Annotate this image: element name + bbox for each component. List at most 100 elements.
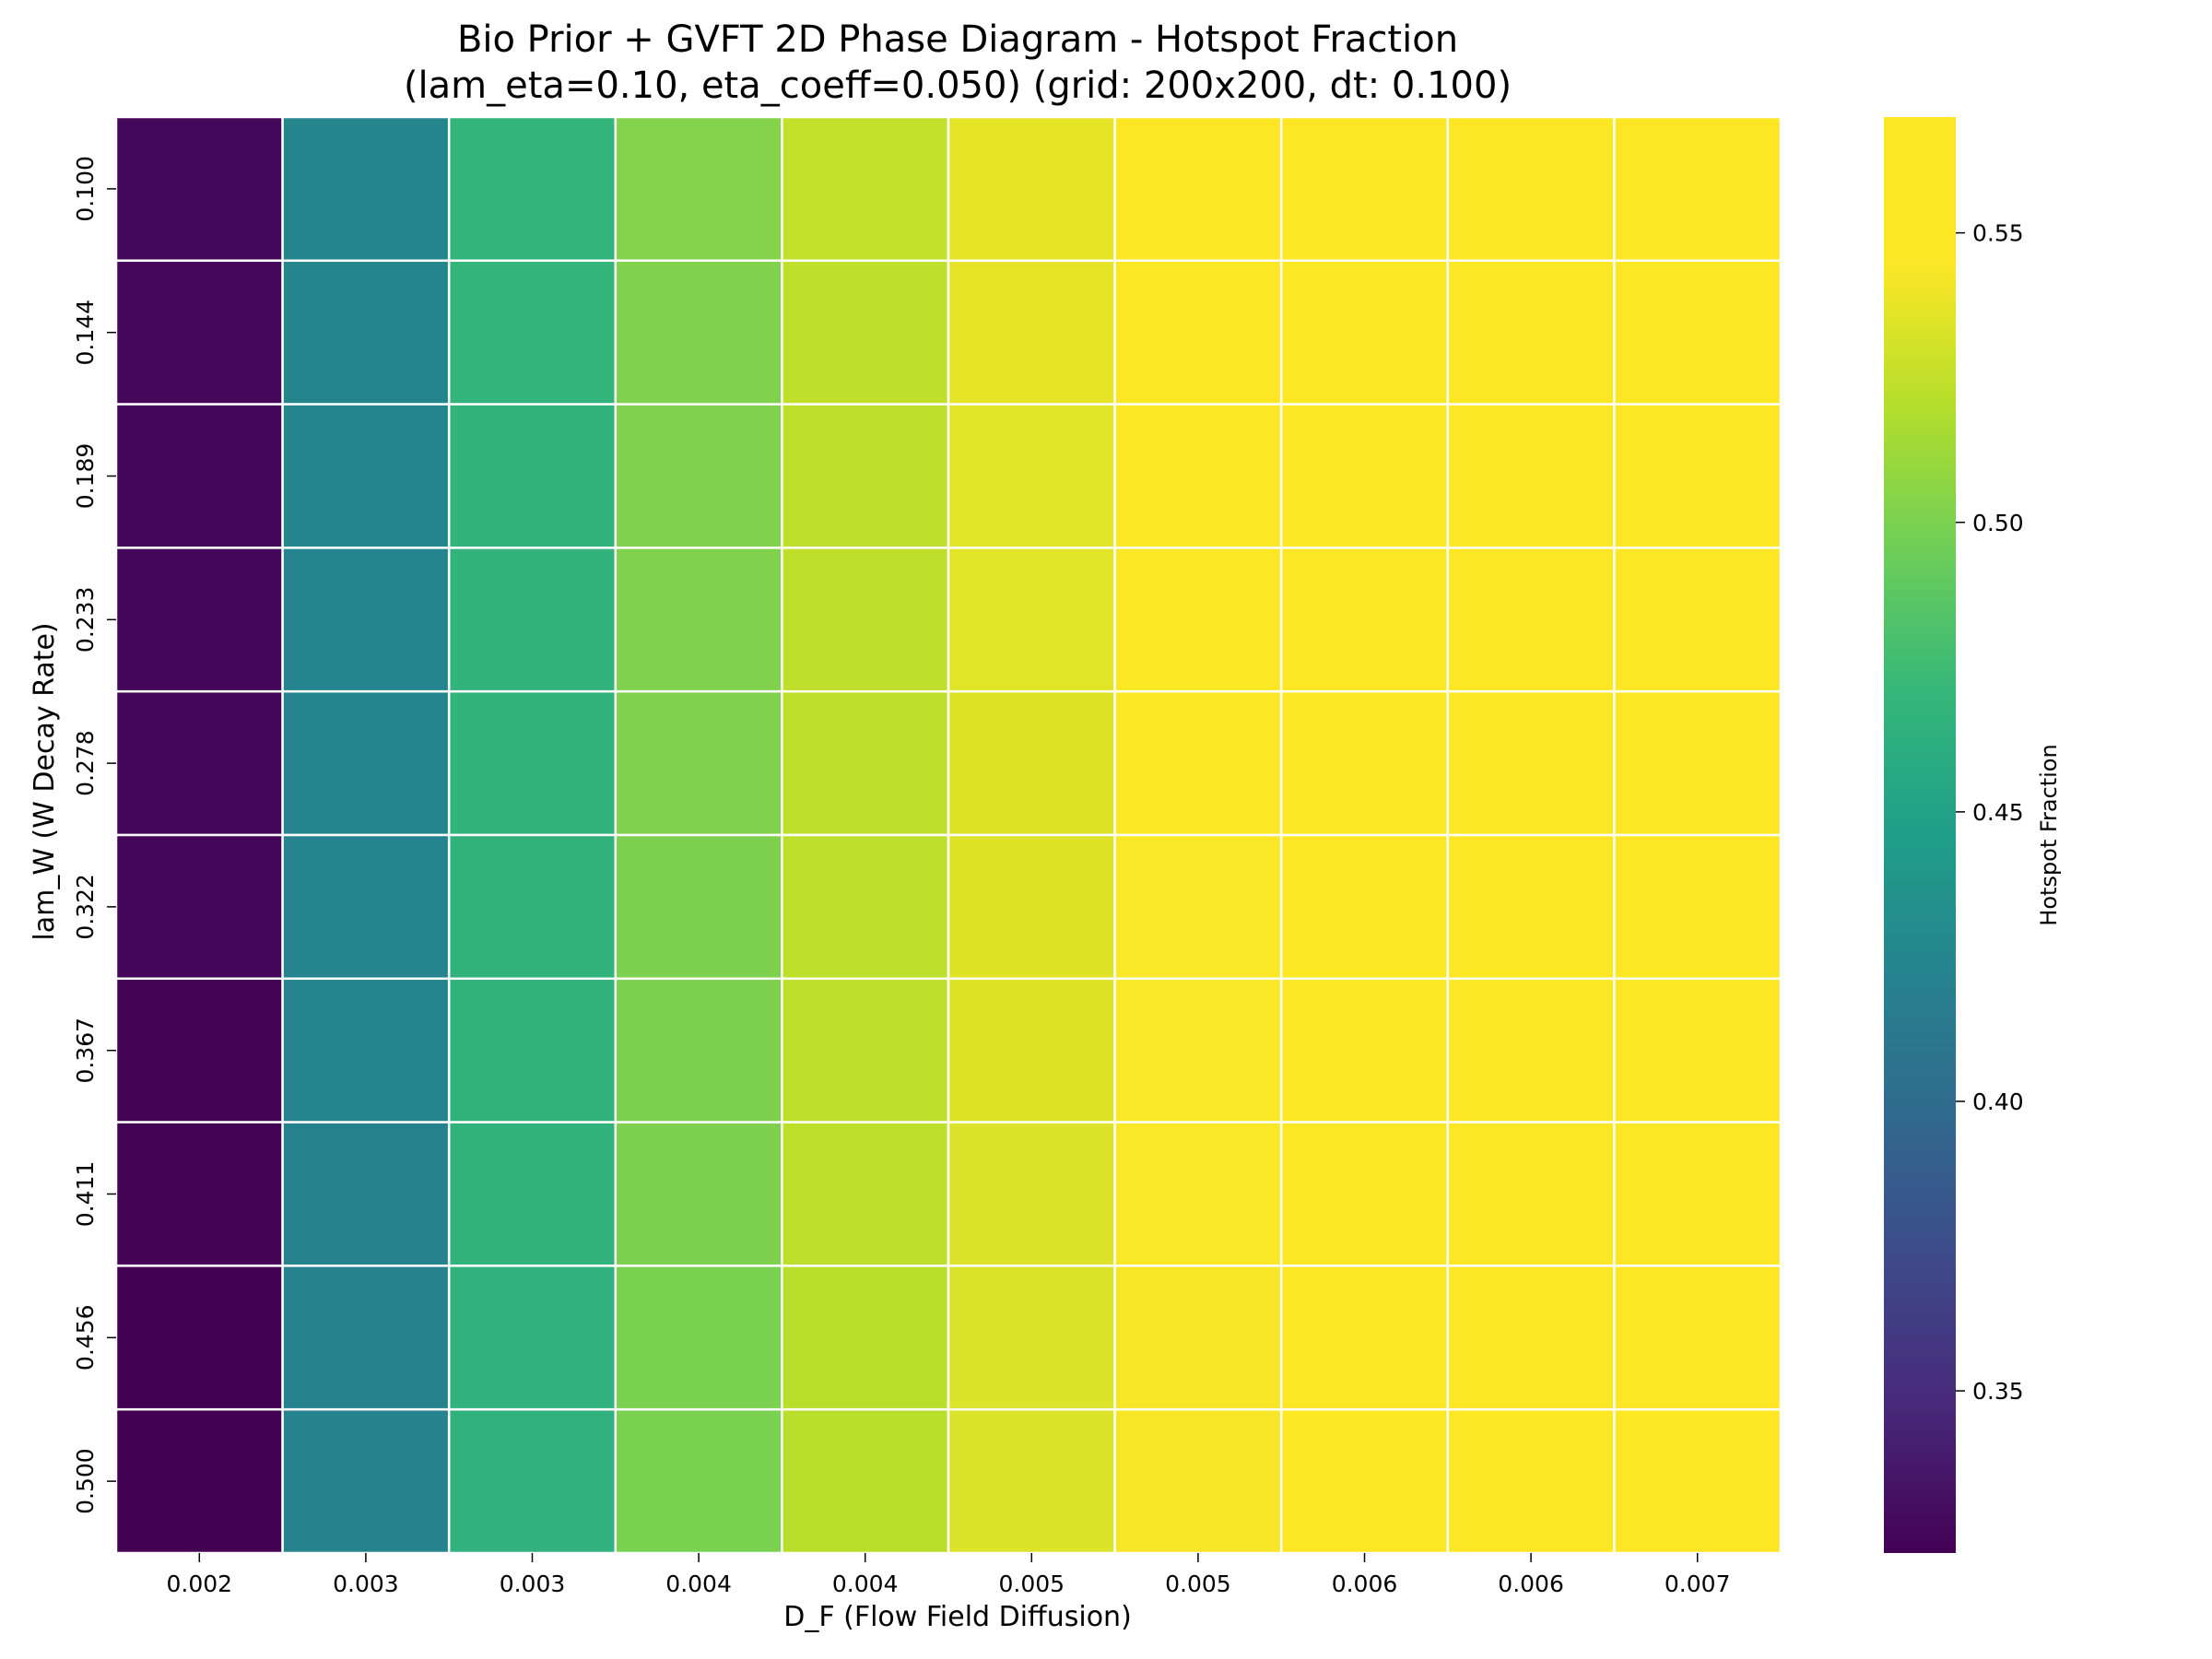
y-tick-label: 0.322: [72, 874, 99, 940]
heatmap-cell: [114, 259, 284, 406]
heatmap-cell: [781, 689, 950, 837]
heatmap-cell: [1113, 547, 1283, 693]
heatmap-cell: [1279, 1121, 1450, 1267]
heatmap-cell: [1446, 1121, 1616, 1267]
y-tick-label: 0.500: [72, 1448, 99, 1514]
heatmap-cell: [1279, 977, 1450, 1124]
x-tick-label: 0.004: [832, 1571, 899, 1597]
heatmap-cell: [614, 689, 783, 837]
heatmap-cell: [1279, 1407, 1450, 1555]
heatmap-cell: [1613, 1407, 1783, 1555]
y-axis-ticks: 0.100 0.144 0.189 0.233 0.278 0.322 0.367 0.411…: [72, 156, 116, 1514]
heatmap-cell: [614, 1407, 783, 1555]
heatmap-cell: [114, 115, 284, 263]
chart-title-line2: (lam_eta=0.10, eta_coeff=0.050) (grid: 2…: [404, 65, 1512, 107]
heatmap-cell: [114, 547, 284, 693]
x-tick-label: 0.006: [1332, 1571, 1398, 1597]
heatmap-cell: [947, 115, 1116, 263]
heatmap-cell: [447, 1265, 618, 1411]
heatmap-cell: [1113, 833, 1283, 981]
heatmap-cell: [1446, 977, 1616, 1124]
heatmap-cell: [114, 977, 284, 1124]
x-tick-label: 0.007: [1665, 1571, 1731, 1597]
heatmap-cell: [447, 977, 618, 1124]
x-tick-label: 0.002: [167, 1571, 233, 1597]
heatmap-cell: [1613, 115, 1783, 263]
heatmap-cell: [781, 115, 950, 263]
chart-title-line1: Bio Prior + GVFT 2D Phase Diagram - Hots…: [457, 18, 1458, 61]
heatmap-cell: [1113, 1265, 1283, 1411]
heatmap-cell: [1113, 689, 1283, 837]
y-tick-label: 0.367: [72, 1018, 99, 1084]
heatmap-cell: [1279, 547, 1450, 693]
heatmap-cell: [947, 689, 1116, 837]
heatmap-cell: [1446, 833, 1616, 981]
heatmap-cell: [281, 1407, 451, 1555]
heatmap-cell: [1446, 259, 1616, 406]
heatmap-cell: [781, 403, 950, 549]
y-tick-label: 0.411: [72, 1161, 99, 1228]
heatmap-cell: [281, 259, 451, 406]
heatmap-cell: [614, 977, 783, 1124]
heatmap-cell: [281, 547, 451, 693]
heatmap-cell: [447, 115, 618, 263]
y-tick-label: 0.144: [72, 300, 99, 366]
heatmap-cell: [1446, 115, 1616, 263]
heatmap-cell: [1446, 689, 1616, 837]
heatmap-cell: [947, 1121, 1116, 1267]
heatmap-cell: [781, 977, 950, 1124]
heatmap-cell: [114, 1407, 284, 1555]
x-axis-ticks: 0.002 0.003 0.003 0.004 0.004 0.005 0.005 0.006…: [167, 1553, 1731, 1597]
heatmap-cell: [1279, 689, 1450, 837]
colorbar-label: Hotspot Fraction: [2036, 744, 2062, 925]
heatmap-cell: [1613, 1121, 1783, 1267]
x-axis-label: D_F (Flow Field Diffusion): [783, 1601, 1132, 1633]
heatmap-cell: [1613, 977, 1783, 1124]
heatmap-cell: [1613, 259, 1783, 406]
heatmap-cell: [447, 1121, 618, 1267]
heatmap-cell: [114, 403, 284, 549]
heatmap-cell: [1279, 259, 1450, 406]
heatmap-cell: [1279, 403, 1450, 549]
heatmap-cell: [447, 547, 618, 693]
heatmap-cell: [1279, 833, 1450, 981]
heatmap-cell: [281, 1265, 451, 1411]
colorbar-tick-label: 0.40: [1972, 1088, 2024, 1115]
heatmap-cell: [1613, 689, 1783, 837]
heatmap-cell: [1279, 115, 1450, 263]
heatmap-cell: [447, 259, 618, 406]
y-axis-label: lam_W (W Decay Rate): [29, 622, 61, 940]
x-tick-label: 0.003: [333, 1571, 399, 1597]
y-tick-label: 0.100: [72, 156, 99, 222]
heatmap-cell: [114, 1121, 284, 1267]
colorbar-tick-label: 0.55: [1972, 220, 2024, 247]
heatmap-cell: [781, 833, 950, 981]
heatmap-cell: [781, 547, 950, 693]
heatmap-cell: [1113, 1407, 1283, 1555]
heatmap-cell: [1446, 403, 1616, 549]
heatmap-cell: [281, 833, 451, 981]
y-tick-label: 0.278: [72, 730, 99, 796]
heatmap-cell: [1613, 1265, 1783, 1411]
heatmap-cell: [781, 1407, 950, 1555]
x-tick-label: 0.004: [665, 1571, 732, 1597]
heatmap-cell: [447, 403, 618, 549]
heatmap-cell: [114, 689, 284, 837]
heatmap-cell: [281, 977, 451, 1124]
y-tick-label: 0.189: [72, 443, 99, 510]
heatmap-cell: [614, 403, 783, 549]
heatmap-cell: [281, 403, 451, 549]
heatmap-cell: [281, 1121, 451, 1267]
heatmap-cell: [614, 547, 783, 693]
heatmap-cell: [781, 1121, 950, 1267]
heatmap-cell: [947, 833, 1116, 981]
heatmap-cell: [1446, 547, 1616, 693]
colorbar-ticks: 0.35 0.40 0.45 0.50 0.55: [1956, 220, 2024, 1405]
heatmap-cell: [947, 547, 1116, 693]
colorbar-tick-label: 0.50: [1972, 510, 2024, 536]
heatmap-cell: [447, 689, 618, 837]
heatmap-cell: [447, 833, 618, 981]
x-tick-label: 0.005: [999, 1571, 1065, 1597]
heatmap-cell: [614, 259, 783, 406]
heatmap-cells: [114, 115, 1783, 1555]
